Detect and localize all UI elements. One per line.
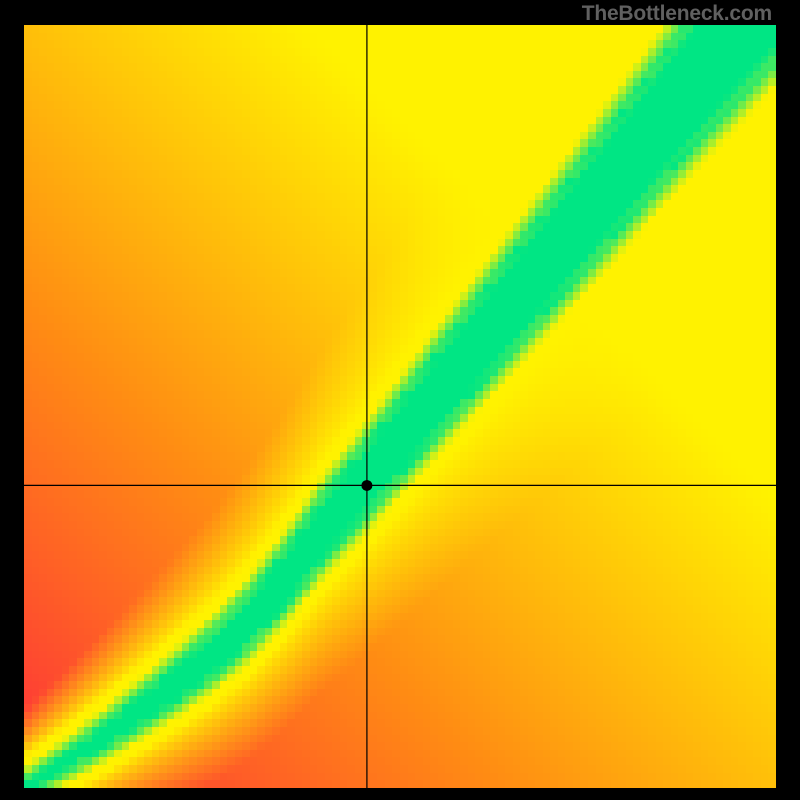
- chart-container: TheBottleneck.com: [0, 0, 800, 800]
- watermark-text: TheBottleneck.com: [582, 2, 772, 26]
- bottleneck-heatmap: [0, 0, 800, 800]
